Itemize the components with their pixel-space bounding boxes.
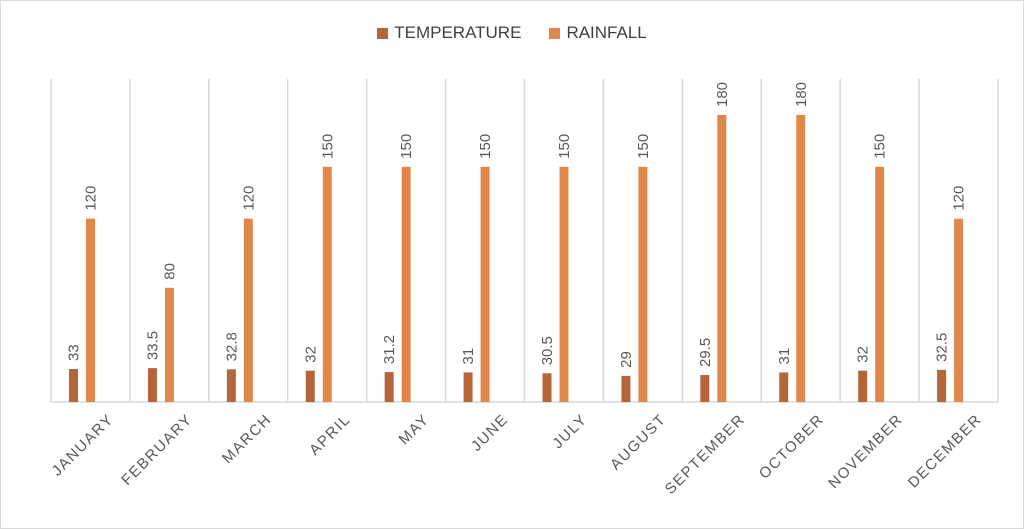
data-label-rainfall: 150 bbox=[556, 134, 573, 159]
data-label-temperature: 30.5 bbox=[539, 336, 556, 365]
data-label-temperature: 33.5 bbox=[144, 331, 161, 360]
x-tick-label: MARCH bbox=[219, 411, 275, 467]
bar-temperature bbox=[542, 373, 552, 402]
bar-rainfall bbox=[954, 218, 964, 402]
data-label-rainfall: 120 bbox=[951, 186, 968, 211]
data-label-rainfall: 150 bbox=[398, 134, 415, 159]
x-tick-label: DECEMBER bbox=[905, 411, 986, 492]
bar-rainfall bbox=[638, 166, 648, 402]
x-tick-label: FEBRUARY bbox=[118, 411, 196, 489]
x-tick-label: JUNE bbox=[468, 411, 512, 455]
bar-temperature bbox=[305, 370, 315, 402]
bar-temperature bbox=[700, 375, 710, 402]
x-tick-label: JULY bbox=[549, 411, 590, 452]
bar-rainfall bbox=[796, 115, 806, 402]
bar-temperature bbox=[621, 375, 631, 402]
data-label-rainfall: 150 bbox=[635, 134, 652, 159]
data-label-rainfall: 180 bbox=[714, 82, 731, 107]
data-label-rainfall: 80 bbox=[161, 263, 178, 280]
data-label-temperature: 31 bbox=[460, 348, 477, 365]
bar-temperature bbox=[384, 372, 394, 402]
bar-rainfall bbox=[401, 166, 411, 402]
bar-temperature bbox=[463, 372, 473, 402]
data-label-temperature: 32.8 bbox=[223, 332, 240, 361]
data-label-temperature: 29 bbox=[618, 351, 635, 368]
bar-temperature bbox=[779, 372, 789, 402]
chart-legend: TEMPERATURE RAINFALL bbox=[1, 23, 1023, 43]
legend-label-temperature: TEMPERATURE bbox=[394, 23, 522, 42]
bar-rainfall bbox=[717, 115, 727, 402]
legend-swatch-temperature bbox=[377, 27, 389, 39]
bar-temperature bbox=[69, 368, 78, 402]
data-label-rainfall: 150 bbox=[477, 134, 494, 159]
bar-temperature bbox=[937, 369, 947, 402]
bar-rainfall bbox=[86, 218, 95, 402]
legend-item-rainfall: RAINFALL bbox=[549, 23, 647, 43]
data-label-temperature: 29.5 bbox=[697, 338, 714, 367]
data-label-temperature: 32 bbox=[302, 346, 319, 363]
data-label-temperature: 32 bbox=[855, 346, 872, 363]
bar-rainfall bbox=[875, 166, 885, 402]
data-label-rainfall: 120 bbox=[83, 186, 100, 211]
data-label-rainfall: 180 bbox=[793, 82, 810, 107]
x-tick-label: OCTOBER bbox=[756, 411, 828, 483]
data-label-temperature: 31.2 bbox=[381, 335, 398, 364]
bar-rainfall bbox=[322, 166, 332, 402]
bar-rainfall bbox=[243, 218, 253, 402]
data-label-rainfall: 150 bbox=[319, 134, 336, 159]
x-tick-label: JANUARY bbox=[49, 411, 118, 480]
data-label-temperature: 32.5 bbox=[934, 333, 951, 362]
legend-swatch-rainfall bbox=[549, 27, 561, 39]
x-tick-label: NOVEMBER bbox=[825, 411, 906, 492]
bar-rainfall bbox=[164, 287, 174, 402]
data-label-temperature: 31 bbox=[776, 348, 793, 365]
x-tick-label: APRIL bbox=[306, 411, 354, 459]
legend-label-rainfall: RAINFALL bbox=[566, 23, 647, 42]
data-label-rainfall: 150 bbox=[872, 134, 889, 159]
bar-temperature bbox=[858, 370, 868, 402]
data-label-rainfall: 120 bbox=[240, 186, 257, 211]
data-label-temperature: 33 bbox=[66, 344, 83, 361]
bar-rainfall bbox=[559, 166, 569, 402]
x-tick-label: MAY bbox=[396, 411, 433, 448]
legend-item-temperature: TEMPERATURE bbox=[377, 23, 521, 43]
bar-rainfall bbox=[480, 166, 490, 402]
bar-temperature bbox=[226, 369, 236, 402]
x-tick-label: AUGUST bbox=[607, 411, 670, 474]
x-tick-label: SEPTEMBER bbox=[662, 411, 749, 498]
bar-temperature bbox=[147, 368, 157, 402]
